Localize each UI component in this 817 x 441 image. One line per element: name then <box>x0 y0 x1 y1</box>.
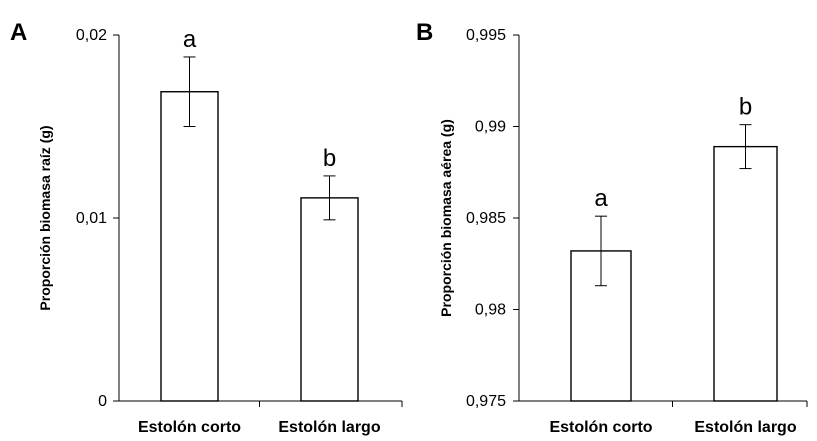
x-tick-label: Estolón corto <box>549 419 652 436</box>
y-axis-label: Proporción biomasa raíz (g) <box>37 125 53 310</box>
y-axis-label: Proporción biomasa aérea (g) <box>438 119 454 317</box>
y-tick-label: 0,01 <box>76 210 107 227</box>
y-tick-label: 0,98 <box>475 302 506 319</box>
x-tick-label: Estolón largo <box>694 419 796 436</box>
significance-label: a <box>594 185 608 212</box>
significance-label: b <box>739 94 752 121</box>
panel-letter: B <box>416 19 433 46</box>
bar <box>713 145 778 402</box>
significance-label: a <box>183 26 197 53</box>
y-tick-label: 0,99 <box>475 119 506 136</box>
significance-label: b <box>323 145 336 172</box>
y-tick-label: 0,02 <box>76 27 107 44</box>
y-tick-label: 0,985 <box>466 210 506 227</box>
bar <box>160 91 219 402</box>
bar <box>300 197 359 402</box>
y-tick-label: 0 <box>98 393 107 410</box>
panel-letter: A <box>10 19 27 46</box>
y-tick-label: 0,995 <box>466 27 506 44</box>
y-tick-label: 0,975 <box>466 393 506 410</box>
x-tick-label: Estolón corto <box>138 419 241 436</box>
x-tick-label: Estolón largo <box>278 419 380 436</box>
